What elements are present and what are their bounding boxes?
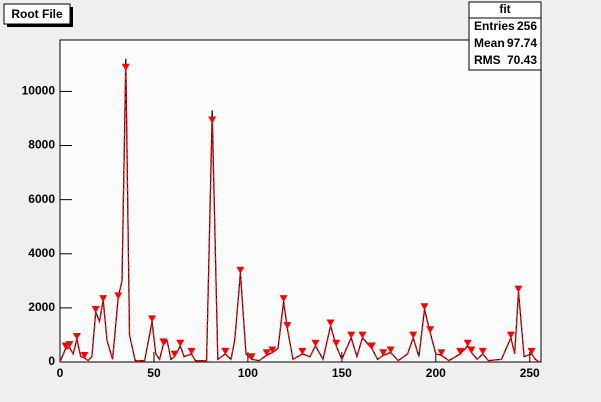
title-box (3, 3, 71, 25)
stats-value: 97.74 (507, 36, 537, 50)
peak-marker (247, 353, 256, 361)
stats-title: fit (499, 2, 510, 16)
x-tick-label: 100 (238, 366, 258, 380)
peak-marker (409, 331, 418, 339)
peak-marker (279, 295, 288, 303)
stats-label: Entries (474, 19, 515, 33)
stats-label: Mean (474, 36, 505, 50)
peak-marker (148, 315, 157, 323)
x-tick-label: 250 (520, 366, 540, 380)
y-tick-label: 10000 (22, 84, 56, 98)
stats-label: RMS (474, 53, 501, 67)
peak-marker (114, 292, 123, 300)
peak-marker (65, 341, 74, 349)
x-tick-label: 150 (332, 366, 352, 380)
peak-marker (456, 347, 465, 355)
peak-marker (506, 331, 515, 339)
peak-marker (379, 349, 388, 357)
stats-value: 70.43 (507, 53, 537, 67)
peak-marker (326, 319, 335, 327)
y-tick-label: 6000 (28, 192, 55, 206)
peak-marker (298, 347, 307, 355)
peak-marker (358, 331, 367, 339)
peak-marker (514, 285, 523, 293)
peak-marker (420, 303, 429, 311)
y-tick-label: 2000 (28, 300, 55, 314)
plot-frame (59, 39, 542, 363)
chart-title: Root File (11, 7, 63, 21)
peak-marker (80, 351, 89, 359)
peak-marker (367, 342, 376, 350)
y-tick-label: 4000 (28, 246, 55, 260)
peak-marker (311, 339, 320, 347)
peak-marker (236, 266, 245, 274)
peak-marker (283, 322, 292, 330)
peak-marker (268, 346, 277, 354)
peak-marker (527, 347, 536, 355)
peak-marker (332, 339, 341, 347)
peak-marker (467, 346, 476, 354)
peak-marker (159, 338, 168, 346)
y-tick-label: 0 (48, 354, 55, 368)
peak-marker (426, 326, 435, 334)
peak-marker (463, 339, 472, 347)
peak-marker (347, 331, 356, 339)
y-tick-label: 8000 (28, 138, 55, 152)
peak-marker (91, 305, 100, 313)
stats-box (468, 1, 542, 71)
peak-marker (170, 350, 179, 358)
stats-value: 256 (517, 19, 537, 33)
peak-marker (72, 333, 81, 340)
peak-marker (187, 347, 196, 355)
peak-marker (262, 349, 271, 357)
x-tick-label: 200 (426, 366, 446, 380)
peak-marker (208, 116, 217, 124)
peak-marker (437, 349, 446, 357)
x-tick-label: 0 (57, 366, 64, 380)
peak-marker (386, 346, 395, 354)
peak-marker (221, 347, 230, 355)
peak-marker (478, 347, 487, 355)
peak-marker (121, 63, 130, 71)
x-tick-label: 50 (147, 366, 161, 380)
peak-marker (99, 295, 108, 303)
peak-marker (176, 339, 185, 347)
series-line (59, 67, 540, 363)
